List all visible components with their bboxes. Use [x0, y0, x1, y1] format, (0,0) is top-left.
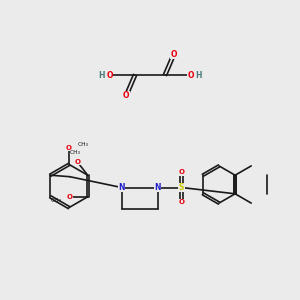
Text: N: N	[118, 183, 125, 192]
Text: CH₃: CH₃	[50, 198, 61, 203]
Text: O: O	[187, 70, 194, 80]
Text: O: O	[178, 200, 184, 206]
Text: H: H	[196, 70, 202, 80]
Text: O: O	[67, 194, 73, 200]
Text: O: O	[178, 169, 184, 175]
Text: CH₃: CH₃	[77, 142, 88, 147]
Text: O: O	[66, 145, 72, 151]
Text: N: N	[154, 183, 161, 192]
Text: O: O	[171, 50, 177, 58]
Text: S: S	[179, 183, 184, 192]
Text: H: H	[98, 70, 104, 80]
Text: O: O	[106, 70, 113, 80]
Text: O: O	[74, 159, 80, 165]
Text: O: O	[123, 92, 129, 100]
Text: CH₃: CH₃	[69, 150, 80, 155]
